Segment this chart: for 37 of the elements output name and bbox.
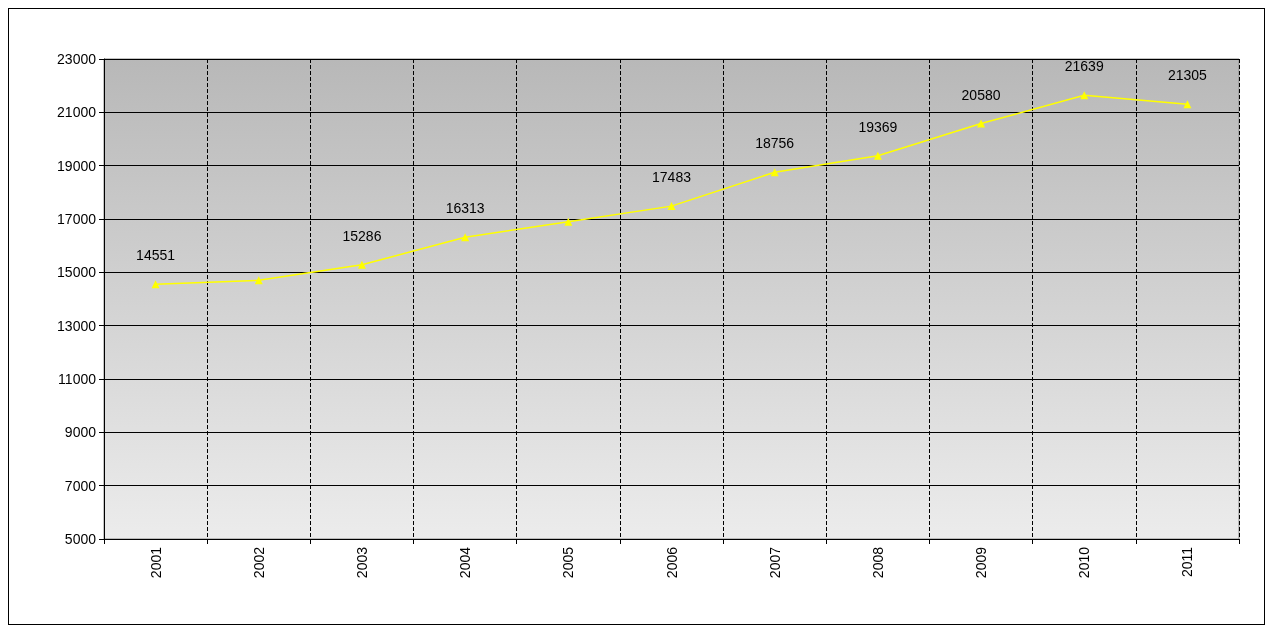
point: [667, 202, 676, 211]
point: [151, 280, 160, 289]
point: [873, 151, 882, 160]
y-tick-label: 5000: [64, 531, 97, 547]
y-tick-label: 13000: [57, 317, 97, 334]
data-label: 16313: [445, 200, 485, 217]
data-label: 21639: [1064, 58, 1104, 75]
y-tick-label: 23000: [57, 51, 97, 67]
x-tick-label: 2003: [353, 546, 370, 579]
x-tick-label: 2006: [663, 546, 680, 579]
point: [564, 217, 573, 226]
x-tick-label: 2009: [973, 546, 990, 579]
data-label: 21305: [1167, 67, 1208, 84]
x-tick-label: 2005: [560, 546, 577, 579]
x-tick-label: 2008: [869, 546, 886, 579]
y-tick-label: 11000: [58, 371, 97, 387]
x-tick-label: 2010: [1076, 546, 1093, 579]
y-tick-label: 7000: [64, 477, 97, 494]
y-tick-label: 17000: [57, 211, 97, 227]
point: [357, 260, 366, 269]
data-label: 17483: [652, 169, 692, 186]
x-tick-label: 2011: [1179, 546, 1196, 578]
y-tick-label: 9000: [64, 424, 97, 441]
x-tick-label: 2007: [766, 546, 783, 579]
point: [1183, 100, 1192, 109]
data-label: 18756: [755, 135, 795, 152]
data-label: 19369: [858, 118, 898, 135]
y-tick-label: 19000: [57, 157, 97, 174]
x-tick-label: 2001: [147, 546, 164, 579]
data-label: 20580: [961, 86, 1001, 103]
y-tick-label: 15000: [57, 264, 97, 281]
y-tick-label: 21000: [57, 104, 97, 121]
x-tick-label: 2004: [457, 546, 474, 579]
x-tick-label: 2002: [250, 546, 267, 579]
data-label: 14551: [136, 247, 176, 264]
point: [977, 119, 986, 128]
data-label: 15286: [342, 227, 382, 244]
